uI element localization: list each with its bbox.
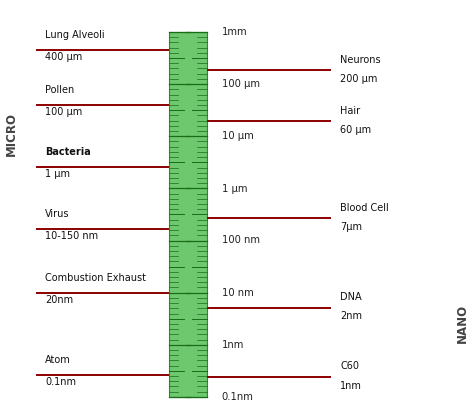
- Text: Virus: Virus: [45, 209, 69, 219]
- Text: Bacteria: Bacteria: [45, 147, 91, 157]
- Text: Lung Alveoli: Lung Alveoli: [45, 30, 105, 40]
- Text: 60 μm: 60 μm: [340, 125, 371, 135]
- Text: 1nm: 1nm: [221, 340, 244, 350]
- Text: Combustion Exhaust: Combustion Exhaust: [45, 273, 146, 283]
- Text: C60: C60: [340, 361, 359, 371]
- Text: MICRO: MICRO: [5, 112, 18, 156]
- Text: NANO: NANO: [456, 304, 469, 344]
- Text: 1nm: 1nm: [340, 381, 362, 390]
- Text: 100 nm: 100 nm: [221, 235, 260, 245]
- Text: 1 μm: 1 μm: [45, 169, 70, 179]
- Text: Pollen: Pollen: [45, 85, 74, 95]
- Text: 20nm: 20nm: [45, 295, 73, 305]
- Text: Blood Cell: Blood Cell: [340, 203, 389, 212]
- Text: 200 μm: 200 μm: [340, 74, 377, 84]
- Text: Neurons: Neurons: [340, 55, 381, 65]
- Text: 7μm: 7μm: [340, 222, 362, 232]
- Text: 2nm: 2nm: [340, 311, 362, 321]
- Text: 0.1nm: 0.1nm: [45, 377, 76, 387]
- Text: Atom: Atom: [45, 355, 71, 365]
- Text: 1 μm: 1 μm: [221, 184, 247, 194]
- Text: 0.1nm: 0.1nm: [221, 392, 254, 402]
- Bar: [169, 32, 207, 397]
- Text: 10 nm: 10 nm: [221, 288, 253, 298]
- Text: 10 μm: 10 μm: [221, 131, 253, 141]
- Text: 10-150 nm: 10-150 nm: [45, 231, 98, 241]
- Text: 400 μm: 400 μm: [45, 52, 82, 62]
- Text: 100 μm: 100 μm: [221, 79, 260, 89]
- Text: Hair: Hair: [340, 106, 360, 116]
- Text: DNA: DNA: [340, 292, 362, 302]
- Text: 100 μm: 100 μm: [45, 107, 82, 117]
- Text: 1mm: 1mm: [221, 27, 247, 37]
